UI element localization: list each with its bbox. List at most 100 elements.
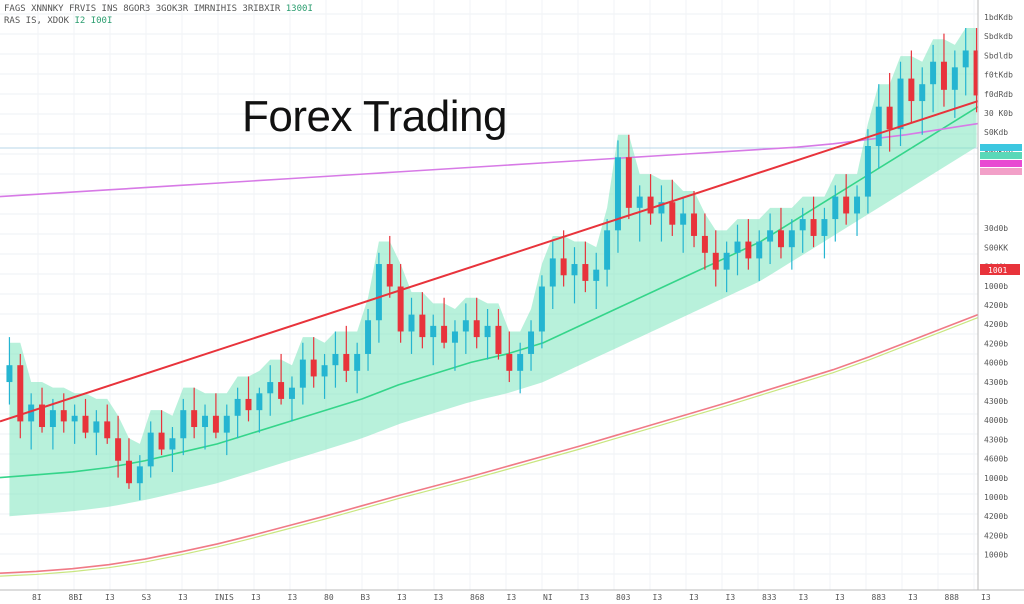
price-tick-label: S0Kdb: [984, 128, 1008, 137]
time-tick-label: I3: [434, 593, 444, 602]
candle-up: [636, 196, 643, 208]
candle-up: [147, 432, 154, 467]
candle-up: [223, 415, 230, 433]
time-tick-label: 8BI: [69, 593, 84, 602]
time-tick-label: 80: [324, 593, 334, 602]
header-symbol-info: FAGS XNNNKY FRVIS INS 8GOR3 3GOK3R IMRNI…: [4, 4, 281, 14]
candle-up: [604, 230, 611, 270]
time-tick-label: I3: [251, 593, 261, 602]
price-tick-label: 1000b: [984, 282, 1008, 291]
price-tick-label: Sbdkdb: [984, 32, 1013, 41]
candle-up: [136, 466, 143, 484]
chart-header-line-1: FAGS XNNNKY FRVIS INS 8GOR3 3GOK3R IMRNI…: [4, 4, 313, 14]
candle-down: [495, 325, 502, 354]
purple-moving-average: [0, 122, 979, 198]
candle-down: [647, 196, 654, 214]
candle-up: [951, 67, 958, 90]
cloud-area: [9, 28, 977, 517]
candle-down: [669, 202, 676, 225]
price-tag: [980, 152, 1022, 159]
time-tick-label: S3: [142, 593, 152, 602]
candle-down: [843, 196, 850, 214]
chart-grid: [0, 0, 1011, 590]
time-tick-label: 803: [616, 593, 631, 602]
time-tick-label: I3: [689, 593, 699, 602]
candle-up: [864, 146, 871, 197]
candle-up: [919, 84, 926, 102]
candle-up: [484, 325, 491, 338]
candle-down: [582, 264, 589, 281]
candle-up: [267, 382, 274, 394]
candle-up: [799, 219, 806, 231]
time-tick-label: I3: [908, 593, 918, 602]
candle-up: [821, 219, 828, 236]
candle-up: [375, 264, 382, 321]
price-tick-label: 4200b: [984, 531, 1008, 540]
header-indicator-info: RAS IS, XDOK: [4, 16, 70, 26]
candle-up: [658, 202, 665, 214]
candle-down: [245, 398, 252, 411]
green-moving-average: [0, 106, 979, 479]
candle-up: [680, 213, 687, 225]
current-price-tag: [980, 264, 1020, 275]
candle-up: [354, 353, 361, 371]
price-axis-bg: [978, 0, 1024, 604]
candle-down: [777, 230, 784, 248]
time-tick-label: B3: [361, 593, 371, 602]
candle-down: [39, 404, 46, 428]
price-tick-label: 4300b: [984, 435, 1008, 444]
candle-down: [473, 320, 480, 338]
time-tick-label: I3: [105, 593, 115, 602]
candle-up: [614, 157, 621, 231]
trendline: [0, 100, 979, 423]
price-tag: [980, 144, 1022, 151]
price-tick-label: 4200b: [984, 320, 1008, 329]
candle-up: [256, 393, 263, 411]
price-tick-label: 4000b: [984, 359, 1008, 368]
price-tick-label: 4200b: [984, 301, 1008, 310]
time-tick-label: I3: [799, 593, 809, 602]
candle-up: [756, 241, 763, 259]
candle-down: [810, 219, 817, 236]
candle-up: [854, 196, 861, 214]
candle-up: [517, 353, 524, 371]
time-tick-label: I3: [580, 593, 590, 602]
red-moving-average: [0, 313, 979, 574]
price-tick-label: S00KK: [984, 243, 1008, 252]
price-axis[interactable]: 1bdKdb Sbdkdb Sbdldb f0tKdb f0dRdb 30 K0b S0Kd…: [977, 0, 1024, 604]
price-tick-label: 1000b: [984, 474, 1008, 483]
price-tick-label: 4600b: [984, 455, 1008, 464]
candle-down: [82, 415, 89, 433]
candle-down: [886, 106, 893, 130]
time-axis[interactable]: 8I 8BI I3 S3 I3 INIS I3 I3 80 B3 I3 I3 868 I3 NI I3 803 I…: [0, 589, 1024, 604]
price-tick-label: 1000b: [984, 493, 1008, 502]
candle-down: [343, 353, 350, 371]
candle-up: [365, 320, 372, 354]
time-tick-label: NI: [543, 593, 553, 602]
price-tag: [980, 160, 1022, 167]
candle-up: [6, 365, 13, 383]
price-tick-label: Sbdldb: [984, 51, 1013, 60]
time-tick-label: 883: [872, 593, 887, 602]
candle-up: [288, 387, 295, 399]
yellow-moving-average: [0, 317, 979, 577]
candle-down: [386, 264, 393, 287]
header-indicator-value: I2 I00I: [74, 16, 113, 26]
price-tick-label: 4300b: [984, 378, 1008, 387]
candle-up: [180, 410, 187, 439]
candle-up: [832, 196, 839, 220]
price-tick-label: 80bKdb: [984, 147, 1013, 156]
candle-up: [734, 241, 741, 253]
time-tick-label: 868: [470, 593, 485, 602]
candle-up: [430, 325, 437, 338]
candle-down: [104, 421, 111, 439]
candle-down: [560, 258, 567, 276]
chart-header-line-2: RAS IS, XDOK I2 I00I: [4, 16, 112, 26]
price-tick-label: 4300b: [984, 397, 1008, 406]
time-tick-label: I3: [653, 593, 663, 602]
candle-up: [49, 410, 56, 428]
current-price-label: 1001: [988, 266, 1007, 275]
chart-title: Forex Trading: [242, 92, 507, 141]
candle-up: [528, 331, 535, 354]
